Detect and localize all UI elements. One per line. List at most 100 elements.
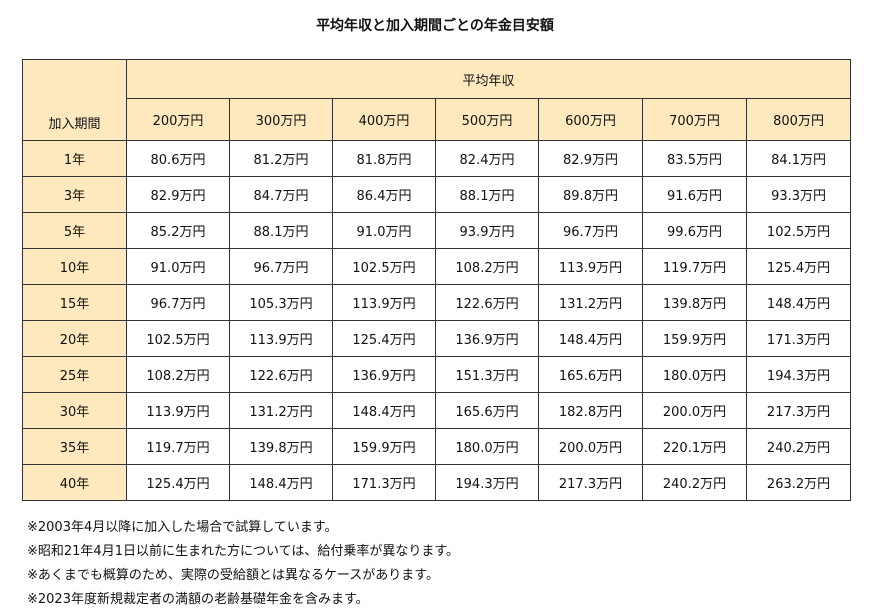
table-row: 15年 96.7万円 105.3万円 113.9万円 122.6万円 131.2万円 139… [22, 284, 852, 321]
header-income-cell: 800万円 [745, 98, 852, 141]
header-period: 加入期間 [22, 59, 127, 141]
period-cell: 25年 [22, 356, 127, 393]
table-row: 10年 91.0万円 96.7万円 102.5万円 108.2万円 113.9万円 119.… [22, 248, 852, 285]
period-cell: 15年 [22, 284, 127, 321]
period-cell: 30年 [22, 392, 127, 429]
value-cell: 217.3万円 [538, 464, 643, 501]
value-cell: 194.3万円 [745, 356, 852, 393]
value-cell: 119.7万円 [126, 428, 230, 465]
value-cell: 86.4万円 [332, 176, 436, 213]
value-cell: 139.8万円 [229, 428, 333, 465]
value-cell: 148.4万円 [332, 392, 436, 429]
value-cell: 180.0万円 [642, 356, 747, 393]
note-line: ※2003年4月以降に加入した場合で試算しています。 [27, 520, 338, 535]
value-cell: 194.3万円 [435, 464, 539, 501]
value-cell: 139.8万円 [642, 284, 747, 321]
value-cell: 85.2万円 [126, 212, 230, 249]
value-cell: 240.2万円 [745, 428, 852, 465]
value-cell: 113.9万円 [229, 320, 333, 357]
value-cell: 148.4万円 [229, 464, 333, 501]
value-cell: 102.5万円 [745, 212, 852, 249]
value-cell: 102.5万円 [126, 320, 230, 357]
table-row: 35年 119.7万円 139.8万円 159.9万円 180.0万円 200.0万円 22… [22, 428, 852, 465]
value-cell: 96.7万円 [229, 248, 333, 285]
pension-table: 加入期間 平均年収 200万円 300万円 400万円 500万円 600万円 700万円… [22, 58, 852, 501]
value-cell: 88.1万円 [229, 212, 333, 249]
note-line: ※昭和21年4月1日以前に生まれた方については、給付乗率が異なります。 [27, 544, 460, 559]
value-cell: 82.9万円 [126, 176, 230, 213]
period-cell: 3年 [22, 176, 127, 213]
value-cell: 171.3万円 [332, 464, 436, 501]
value-cell: 136.9万円 [435, 320, 539, 357]
value-cell: 148.4万円 [745, 284, 852, 321]
value-cell: 84.1万円 [745, 140, 852, 177]
table-row: 3年 82.9万円 84.7万円 86.4万円 88.1万円 89.8万円 91.6万円 93… [22, 176, 852, 213]
header-row-income: 200万円 300万円 400万円 500万円 600万円 700万円 800万円 [23, 98, 852, 141]
value-cell: 125.4万円 [332, 320, 436, 357]
value-cell: 108.2万円 [435, 248, 539, 285]
value-cell: 83.5万円 [642, 140, 747, 177]
notes: ※2003年4月以降に加入した場合で試算しています。 ※昭和21年4月1日以前に生… [27, 516, 459, 612]
value-cell: 263.2万円 [745, 464, 852, 501]
value-cell: 131.2万円 [229, 392, 333, 429]
value-cell: 240.2万円 [642, 464, 747, 501]
table-row: 40年 125.4万円 148.4万円 171.3万円 194.3万円 217.3万円 24… [22, 464, 852, 501]
value-cell: 113.9万円 [538, 248, 643, 285]
table-row: 20年 102.5万円 113.9万円 125.4万円 136.9万円 148.4万円 15… [22, 320, 852, 357]
value-cell: 148.4万円 [538, 320, 643, 357]
value-cell: 200.0万円 [538, 428, 643, 465]
value-cell: 105.3万円 [229, 284, 333, 321]
value-cell: 131.2万円 [538, 284, 643, 321]
note-line: ※2023年度新規裁定者の満額の老齢基礎年金を含みます。 [27, 592, 369, 607]
note-line: ※あくまでも概算のため、実際の受給額とは異なるケースがあります。 [27, 568, 439, 583]
value-cell: 217.3万円 [745, 392, 852, 429]
header-income-cell: 500万円 [435, 98, 539, 141]
value-cell: 122.6万円 [435, 284, 539, 321]
value-cell: 96.7万円 [126, 284, 230, 321]
value-cell: 171.3万円 [745, 320, 852, 357]
value-cell: 99.6万円 [642, 212, 747, 249]
header-row-group: 加入期間 平均年収 [22, 58, 852, 141]
table-row: 30年 113.9万円 131.2万円 148.4万円 165.6万円 182.8万円 20… [22, 392, 852, 429]
value-cell: 96.7万円 [538, 212, 643, 249]
value-cell: 84.7万円 [229, 176, 333, 213]
header-income-cell: 400万円 [332, 98, 436, 141]
period-cell: 40年 [22, 464, 127, 501]
value-cell: 81.8万円 [332, 140, 436, 177]
header-average-income: 平均年収 [125, 58, 852, 100]
value-cell: 91.0万円 [332, 212, 436, 249]
value-cell: 82.4万円 [435, 140, 539, 177]
header-income-cell: 200万円 [126, 98, 230, 141]
value-cell: 200.0万円 [642, 392, 747, 429]
table-body: 1年 80.6万円 81.2万円 81.8万円 82.4万円 82.9万円 83.5万円 84… [22, 140, 852, 501]
value-cell: 159.9万円 [642, 320, 747, 357]
value-cell: 165.6万円 [538, 356, 643, 393]
value-cell: 136.9万円 [332, 356, 436, 393]
value-cell: 102.5万円 [332, 248, 436, 285]
period-cell: 35年 [22, 428, 127, 465]
period-cell: 20年 [22, 320, 127, 357]
value-cell: 220.1万円 [642, 428, 747, 465]
header-income-cell: 300万円 [229, 98, 333, 141]
value-cell: 82.9万円 [538, 140, 643, 177]
value-cell: 93.3万円 [745, 176, 852, 213]
value-cell: 151.3万円 [435, 356, 539, 393]
table-header: 加入期間 平均年収 200万円 300万円 400万円 500万円 600万円 700万円… [22, 58, 852, 141]
header-income-cell: 600万円 [538, 98, 643, 141]
page-title: 平均年収と加入期間ごとの年金目安額 [316, 18, 554, 34]
value-cell: 91.6万円 [642, 176, 747, 213]
header-income-cell: 700万円 [642, 98, 747, 141]
value-cell: 159.9万円 [332, 428, 436, 465]
value-cell: 108.2万円 [126, 356, 230, 393]
value-cell: 125.4万円 [745, 248, 852, 285]
period-cell: 1年 [22, 140, 127, 177]
value-cell: 88.1万円 [435, 176, 539, 213]
table-row: 1年 80.6万円 81.2万円 81.8万円 82.4万円 82.9万円 83.5万円 84… [22, 140, 852, 177]
value-cell: 93.9万円 [435, 212, 539, 249]
table-row: 5年 85.2万円 88.1万円 91.0万円 93.9万円 96.7万円 99.6万円 10… [22, 212, 852, 249]
value-cell: 91.0万円 [126, 248, 230, 285]
value-cell: 81.2万円 [229, 140, 333, 177]
value-cell: 122.6万円 [229, 356, 333, 393]
value-cell: 89.8万円 [538, 176, 643, 213]
value-cell: 113.9万円 [126, 392, 230, 429]
